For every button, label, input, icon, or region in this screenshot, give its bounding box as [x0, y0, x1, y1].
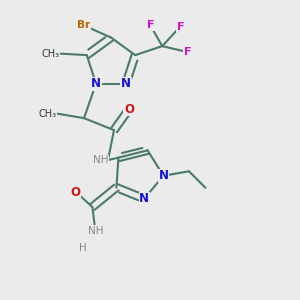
- Text: N: N: [139, 192, 149, 205]
- Text: Br: Br: [77, 20, 91, 31]
- Text: O: O: [71, 185, 81, 199]
- Text: N: N: [91, 77, 101, 90]
- Text: NH: NH: [92, 155, 108, 165]
- Text: N: N: [158, 169, 168, 182]
- Text: NH: NH: [88, 226, 103, 236]
- Text: N: N: [121, 77, 131, 90]
- Text: H: H: [80, 242, 87, 253]
- Text: O: O: [124, 103, 134, 116]
- Text: F: F: [146, 20, 154, 30]
- Text: F: F: [184, 47, 191, 57]
- Text: CH₃: CH₃: [42, 49, 60, 58]
- Text: F: F: [176, 22, 184, 32]
- Text: CH₃: CH₃: [39, 109, 57, 118]
